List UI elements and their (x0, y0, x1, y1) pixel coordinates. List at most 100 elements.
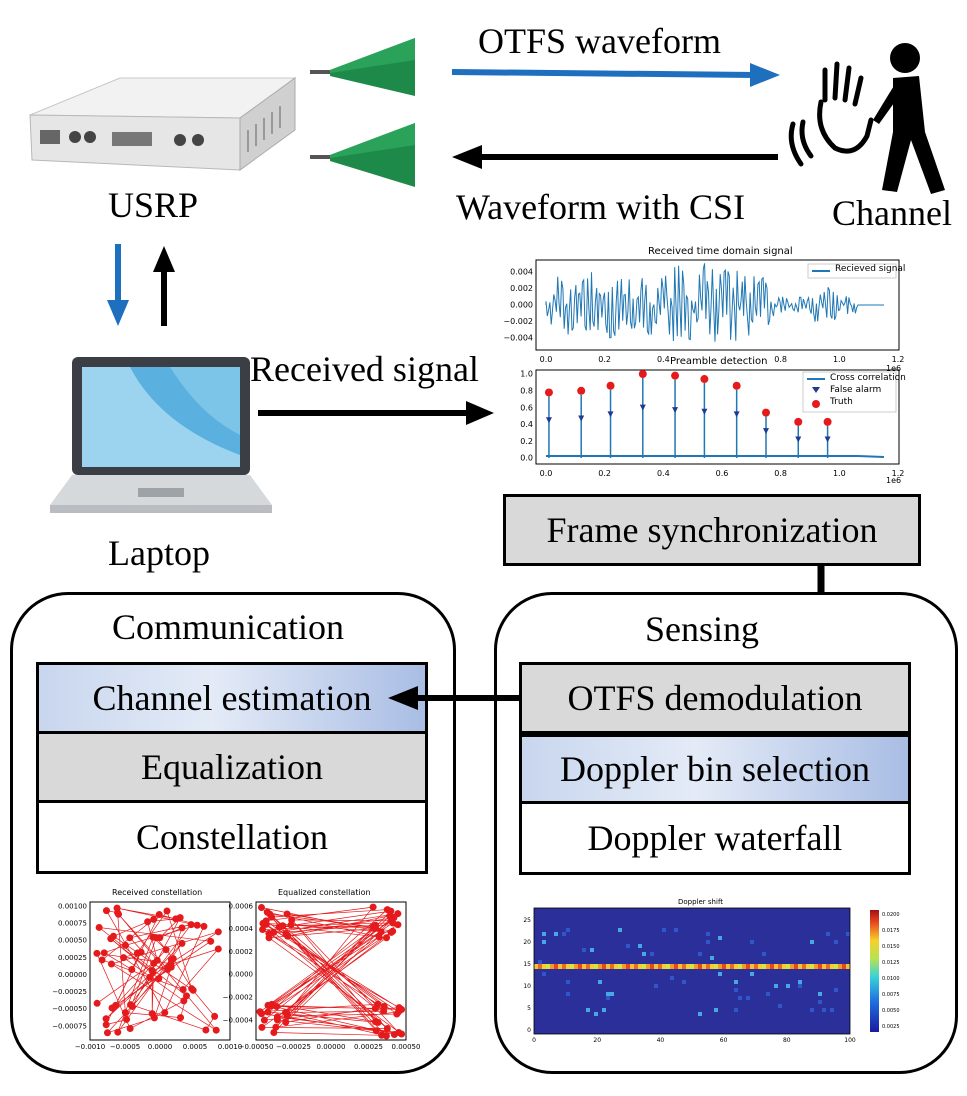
received-constellation-xtick: 0.0005 (183, 1043, 208, 1051)
received-constellation-point (178, 939, 186, 947)
received-constellation-point (102, 1021, 110, 1029)
doppler-peak-cell (630, 964, 634, 969)
doppler-peak-cell (654, 964, 658, 969)
doppler-peak-cell (610, 964, 614, 969)
equalized-constellation-ytick: −0.0004 (223, 1016, 254, 1024)
time-ytick-label: −0.004 (503, 334, 533, 343)
doppler-colorbar-label: 0.0150 (882, 944, 900, 950)
doppler-peak-cell (762, 964, 766, 969)
doppler-peak-cell (786, 964, 790, 969)
truth-marker (732, 381, 741, 390)
doppler-cell (774, 984, 778, 988)
doppler-colorbar-label: 0.0125 (882, 960, 900, 966)
doppler-colorbar-label: 0.0075 (882, 992, 900, 998)
doppler-cell (562, 932, 566, 936)
doppler-peak-cell (798, 964, 802, 969)
usrp-device-image (29, 77, 297, 171)
doppler-peak-cell (670, 964, 674, 969)
doppler-peak-cell (638, 964, 642, 969)
preamble-xtick-label: 0.4 (657, 469, 670, 478)
received-constellation-point (126, 1025, 134, 1033)
doppler-cell (554, 932, 558, 936)
received-constellation-title: Received constellation (112, 888, 203, 897)
equalized-constellation-point (398, 1030, 406, 1038)
received-constellation-point (144, 918, 152, 926)
laptop-icon (50, 357, 272, 513)
doppler-peak-cell (730, 964, 734, 969)
equalized-constellation-point (389, 927, 397, 935)
received-constellation-point (102, 907, 110, 915)
doppler-cell (810, 1008, 814, 1012)
false-alarm-marker (639, 404, 646, 411)
received-constellation-point (126, 934, 134, 942)
doppler-cell (746, 996, 750, 1000)
received-constellation-point (155, 975, 163, 983)
preamble-ytick-label: 1.0 (520, 370, 533, 379)
equalized-constellation-point (268, 913, 276, 921)
doppler-peak-cell (674, 964, 678, 969)
truth-marker (794, 417, 803, 426)
doppler-peak-cell (822, 964, 826, 969)
doppler-peak-cell (602, 964, 606, 969)
received-constellation-point (193, 921, 201, 929)
doppler-peak-cell (662, 964, 666, 969)
preamble-xtick-label: 0.8 (774, 469, 787, 478)
equalized-constellation-point (390, 914, 398, 922)
equalized-constellation-point (383, 1024, 391, 1032)
otfs-waveform-label: OTFS waveform (478, 21, 721, 61)
equalized-constellation-point (383, 934, 391, 942)
doppler-peak-cell (550, 964, 554, 969)
doppler-svg: 25 20 15 10 5 0 0 20 40 60 80 100 0.0200 0.0175 0.01… (523, 907, 900, 1044)
doppler-ytick-label: 10 (523, 983, 531, 990)
equalized-constellation-point (264, 1008, 272, 1016)
doppler-peak-cell (686, 964, 690, 969)
received-constellation-point (178, 924, 186, 932)
preamble-plot-marks (544, 370, 885, 458)
doppler-cell (734, 1008, 738, 1012)
sensing-title: Sensing (645, 609, 760, 649)
doppler-peak-cell (622, 964, 626, 969)
equalized-constellation-point (383, 906, 391, 914)
received-constellation-point (212, 1026, 220, 1034)
time-xtick-label: 1.2 (892, 355, 905, 364)
equalized-constellation-point (272, 1023, 280, 1031)
doppler-peak-cell (678, 964, 682, 969)
equalized-constellation-point (372, 1027, 380, 1035)
rx-antenna-image (310, 123, 415, 187)
doppler-xticks: 0 20 40 60 80 100 (532, 1037, 856, 1044)
received-constellation-point (162, 946, 170, 954)
equalized-constellation-point (283, 910, 291, 918)
equalized-constellation-xtick: 0.00000 (317, 1043, 346, 1051)
doppler-cell (762, 952, 766, 956)
doppler-peak-cell (710, 964, 714, 969)
equalized-constellation-point (273, 1016, 281, 1024)
equalized-constellation-point (282, 930, 290, 938)
received-constellation-point (150, 915, 158, 923)
legend-cross-correlation: Cross correlation (830, 373, 906, 383)
doppler-cell (810, 940, 814, 944)
received-constellation-point (167, 963, 175, 971)
received-constellation-point (202, 1026, 210, 1034)
preamble-ytick-label: 0.0 (520, 454, 533, 463)
doppler-peak-cell (750, 964, 754, 969)
received-constellation-point (148, 966, 156, 974)
doppler-peak-cell (826, 964, 830, 969)
doppler-cell (718, 936, 722, 940)
doppler-ytick-label: 0 (527, 1027, 531, 1034)
preamble-xtick-label: 1.2 (892, 469, 905, 478)
doppler-peak-cell (646, 964, 650, 969)
preamble-xtick-label: 0.0 (540, 469, 553, 478)
doppler-peak-cell (838, 964, 842, 969)
received-constellation-ytick: 0.00100 (58, 902, 87, 910)
doppler-peak-cell (810, 964, 814, 969)
received-constellation-xtick: −0.0010 (75, 1043, 105, 1051)
equalized-constellation-point (382, 1032, 390, 1040)
equalized-constellation-point (258, 1010, 266, 1018)
doppler-xtick-label: 100 (844, 1037, 856, 1044)
equalized-constellation-point (260, 1016, 268, 1024)
truth-marker (544, 388, 553, 397)
doppler-peak-cell (562, 964, 566, 969)
cross-correlation-line (546, 455, 885, 458)
doppler-cell (798, 984, 802, 988)
doppler-cell (594, 1012, 598, 1016)
